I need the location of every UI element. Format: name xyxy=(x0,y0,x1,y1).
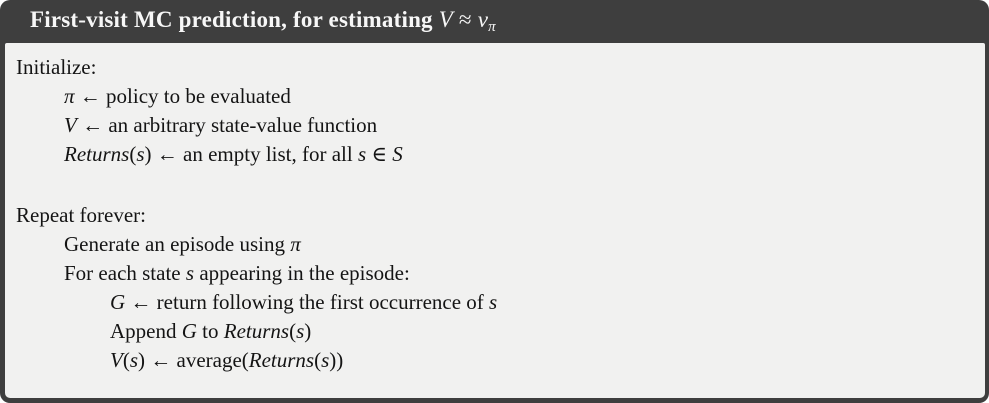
text-segment: Initialize: xyxy=(16,55,97,79)
text-segment: to xyxy=(196,319,224,343)
text-segment: ∈ xyxy=(366,142,393,166)
text-segment: )) xyxy=(329,348,344,372)
text-segment: Returns xyxy=(64,142,130,166)
text-segment: ( xyxy=(314,348,322,372)
algorithm-title: First-visit MC prediction, for estimatin… xyxy=(30,7,496,36)
text-segment: V xyxy=(438,7,453,32)
algorithm-line: Append G to Returns(s) xyxy=(5,317,985,346)
text-segment: ( xyxy=(122,348,130,372)
text-segment: ← policy to be evaluated xyxy=(74,84,291,108)
text-segment: For each state xyxy=(64,261,186,285)
text-segment: π xyxy=(290,232,301,256)
algorithm-line: V(s) ← average(Returns(s)) xyxy=(5,346,985,375)
algorithm-line: Generate an episode using π xyxy=(5,230,985,259)
text-segment: ( xyxy=(289,319,297,343)
algorithm-line: V ← an arbitrary state-value function xyxy=(5,111,985,140)
text-segment: appearing in the episode: xyxy=(194,261,410,285)
text-segment: ← return following the first occurrence … xyxy=(125,290,490,314)
text-segment: π xyxy=(488,19,496,35)
text-segment: G xyxy=(110,290,126,314)
text-segment: π xyxy=(64,84,75,108)
text-segment: ≈ xyxy=(458,7,472,32)
text-segment: ) ← average( xyxy=(138,348,249,372)
algorithm-body: Initialize: π ← policy to be evaluated V ←… xyxy=(5,43,985,398)
text-segment: s xyxy=(489,290,498,314)
text-segment: Returns xyxy=(223,319,290,343)
text-segment: s xyxy=(185,261,195,285)
text-segment: Append xyxy=(110,319,182,343)
text-segment: ( xyxy=(129,142,137,166)
text-segment: s xyxy=(136,142,145,166)
text-segment: s xyxy=(321,348,330,372)
text-segment: ) ← an empty list, for all xyxy=(144,142,358,166)
text-segment: S xyxy=(392,142,403,166)
text-segment: s xyxy=(296,319,305,343)
text-segment: Generate an episode using xyxy=(64,232,291,256)
text-segment: G xyxy=(181,319,197,343)
text-segment: First-visit MC prediction, for estimatin… xyxy=(30,7,439,32)
algorithm-line: Repeat forever: xyxy=(5,201,985,230)
text-segment: ) xyxy=(304,319,312,343)
text-segment: s xyxy=(357,142,367,166)
algorithm-line: Initialize: xyxy=(5,53,985,82)
text-segment: v xyxy=(477,7,489,32)
text-segment: s xyxy=(129,348,139,372)
algorithm-line: G ← return following the first occurrenc… xyxy=(5,288,985,317)
algorithm-header: First-visit MC prediction, for estimatin… xyxy=(5,0,985,43)
text-segment: V xyxy=(64,113,77,137)
text-segment: V xyxy=(110,348,123,372)
text-segment: Returns xyxy=(248,348,315,372)
algorithm-line: π ← policy to be evaluated xyxy=(5,82,985,111)
algorithm-line: Returns(s) ← an empty list, for all s ∈ … xyxy=(5,140,985,169)
text-segment: ← an arbitrary state-value function xyxy=(76,113,378,137)
algorithm-blank-line xyxy=(5,169,985,201)
text-segment: Repeat forever: xyxy=(16,203,147,227)
algorithm-line: For each state s appearing in the episod… xyxy=(5,259,985,288)
